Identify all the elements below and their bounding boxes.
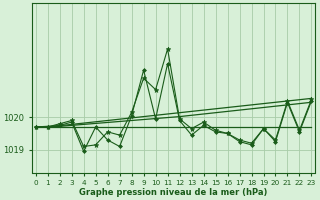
X-axis label: Graphe pression niveau de la mer (hPa): Graphe pression niveau de la mer (hPa) bbox=[79, 188, 268, 197]
